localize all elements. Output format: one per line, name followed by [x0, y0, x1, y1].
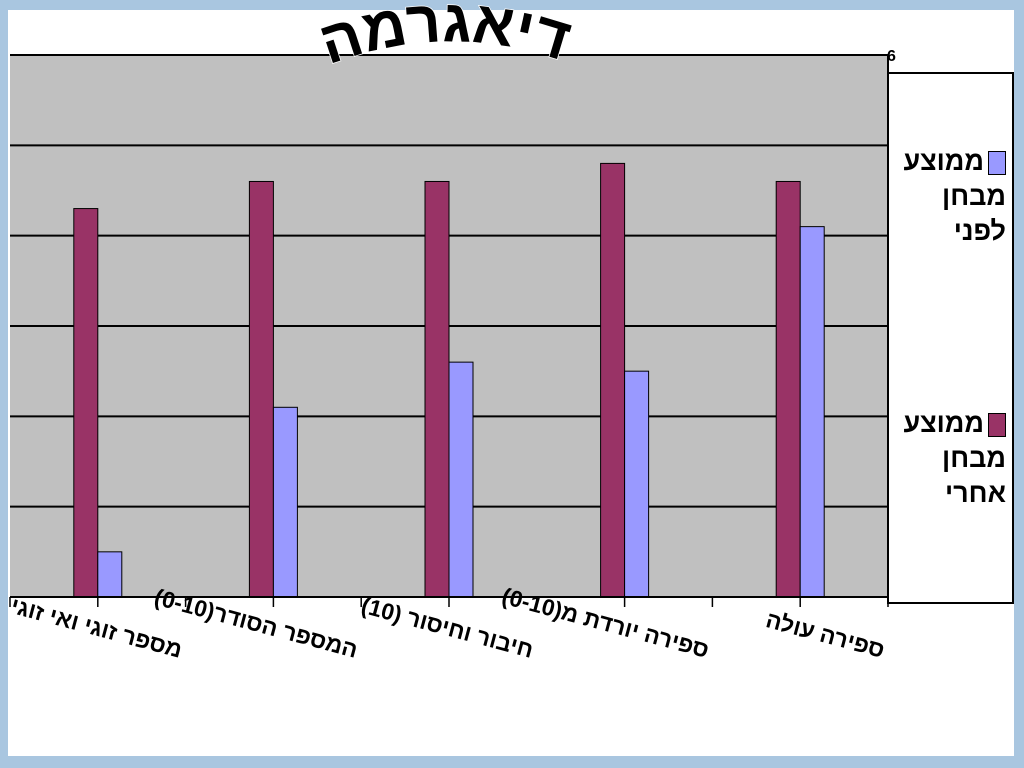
- bars: [73, 162, 825, 598]
- legend-swatch-after: [988, 412, 1006, 437]
- bar-after: [600, 162, 626, 598]
- bar-after: [248, 180, 274, 598]
- legend-label-after: ממוצע מבחן אחרי: [903, 408, 1007, 508]
- bar-before: [448, 361, 474, 598]
- x-tick-label: ספירה עולה: [763, 606, 887, 663]
- bar-before: [624, 370, 650, 598]
- legend: ממוצע מבחן לפני ממוצע מבחן אחרי: [887, 72, 1014, 604]
- bar-before: [799, 226, 825, 598]
- legend-item-before: ממוצע מבחן לפני: [894, 144, 1006, 249]
- bar-before: [272, 406, 298, 598]
- y-tick-label: 6: [887, 48, 896, 65]
- legend-item-after: ממוצע מבחן אחרי: [894, 406, 1006, 511]
- bar-before: [97, 551, 123, 598]
- legend-swatch-before: [988, 150, 1006, 175]
- bar-after: [775, 180, 801, 598]
- bar-after: [73, 208, 99, 598]
- bar-after: [424, 180, 450, 598]
- legend-label-before: ממוצע מבחן לפני: [903, 146, 1007, 246]
